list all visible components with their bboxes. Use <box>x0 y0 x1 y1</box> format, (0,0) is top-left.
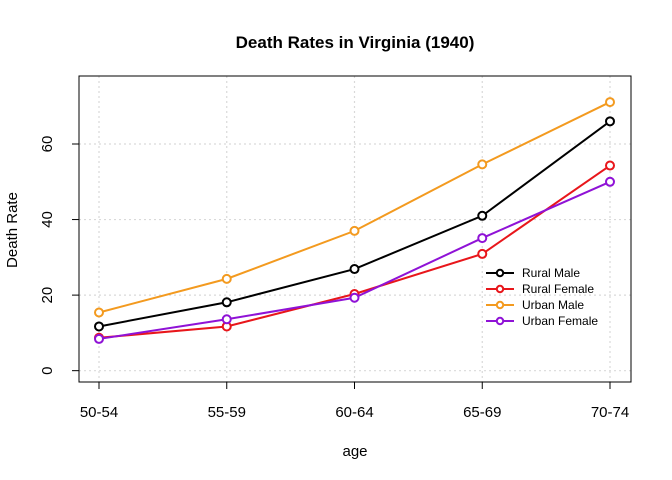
data-point <box>477 210 488 221</box>
y-axis-label: Death Rate <box>4 192 21 268</box>
legend-marker <box>495 300 505 310</box>
series-rural-male <box>94 116 615 332</box>
data-point <box>477 248 488 259</box>
y-tick-label: 60 <box>39 136 56 153</box>
data-point <box>605 176 615 187</box>
y-tick-label: 0 <box>39 366 56 374</box>
legend: Rural Male Rural Female Urban Male Urban Fe… <box>486 266 598 328</box>
legend-label: Urban Male <box>522 298 584 312</box>
x-tick-label: 70-74 <box>591 404 629 421</box>
data-point <box>605 116 615 127</box>
data-point <box>605 97 615 108</box>
data-point <box>94 333 104 344</box>
series-urban-male <box>94 97 615 318</box>
legend-item-rural-female: Rural Female <box>486 282 594 296</box>
legend-item-urban-male: Urban Male <box>486 298 584 312</box>
data-point <box>349 292 360 303</box>
legend-marker <box>495 284 505 294</box>
series-urban-female <box>94 176 615 344</box>
legend-marker <box>495 316 505 326</box>
data-point <box>349 225 360 236</box>
x-axis-label: age <box>342 443 367 460</box>
legend-label: Rural Male <box>522 266 580 280</box>
data-point <box>221 314 232 325</box>
data-point <box>221 273 232 284</box>
data-point <box>94 321 104 332</box>
legend-item-rural-male: Rural Male <box>486 266 580 280</box>
data-point <box>221 297 232 308</box>
y-tick-label: 40 <box>39 211 56 228</box>
data-point <box>605 160 615 171</box>
y-tick-label: 20 <box>39 287 56 304</box>
x-tick-label: 50-54 <box>80 404 118 421</box>
legend-item-urban-female: Urban Female <box>486 314 598 328</box>
legend-label: Urban Female <box>522 314 598 328</box>
legend-marker <box>495 268 505 278</box>
data-point <box>349 264 360 275</box>
legend-label: Rural Female <box>522 282 594 296</box>
x-tick-label: 65-69 <box>463 404 501 421</box>
x-tick-label: 55-59 <box>208 404 246 421</box>
axes: 50-54 55-59 60-64 65-69 70-74 0 20 40 60 <box>39 136 629 421</box>
x-tick-label: 60-64 <box>335 404 373 421</box>
data-point <box>477 233 488 244</box>
data-point <box>477 159 488 170</box>
chart-title: Death Rates in Virginia (1940) <box>236 33 475 52</box>
series-group <box>94 97 615 344</box>
data-point <box>94 307 104 318</box>
